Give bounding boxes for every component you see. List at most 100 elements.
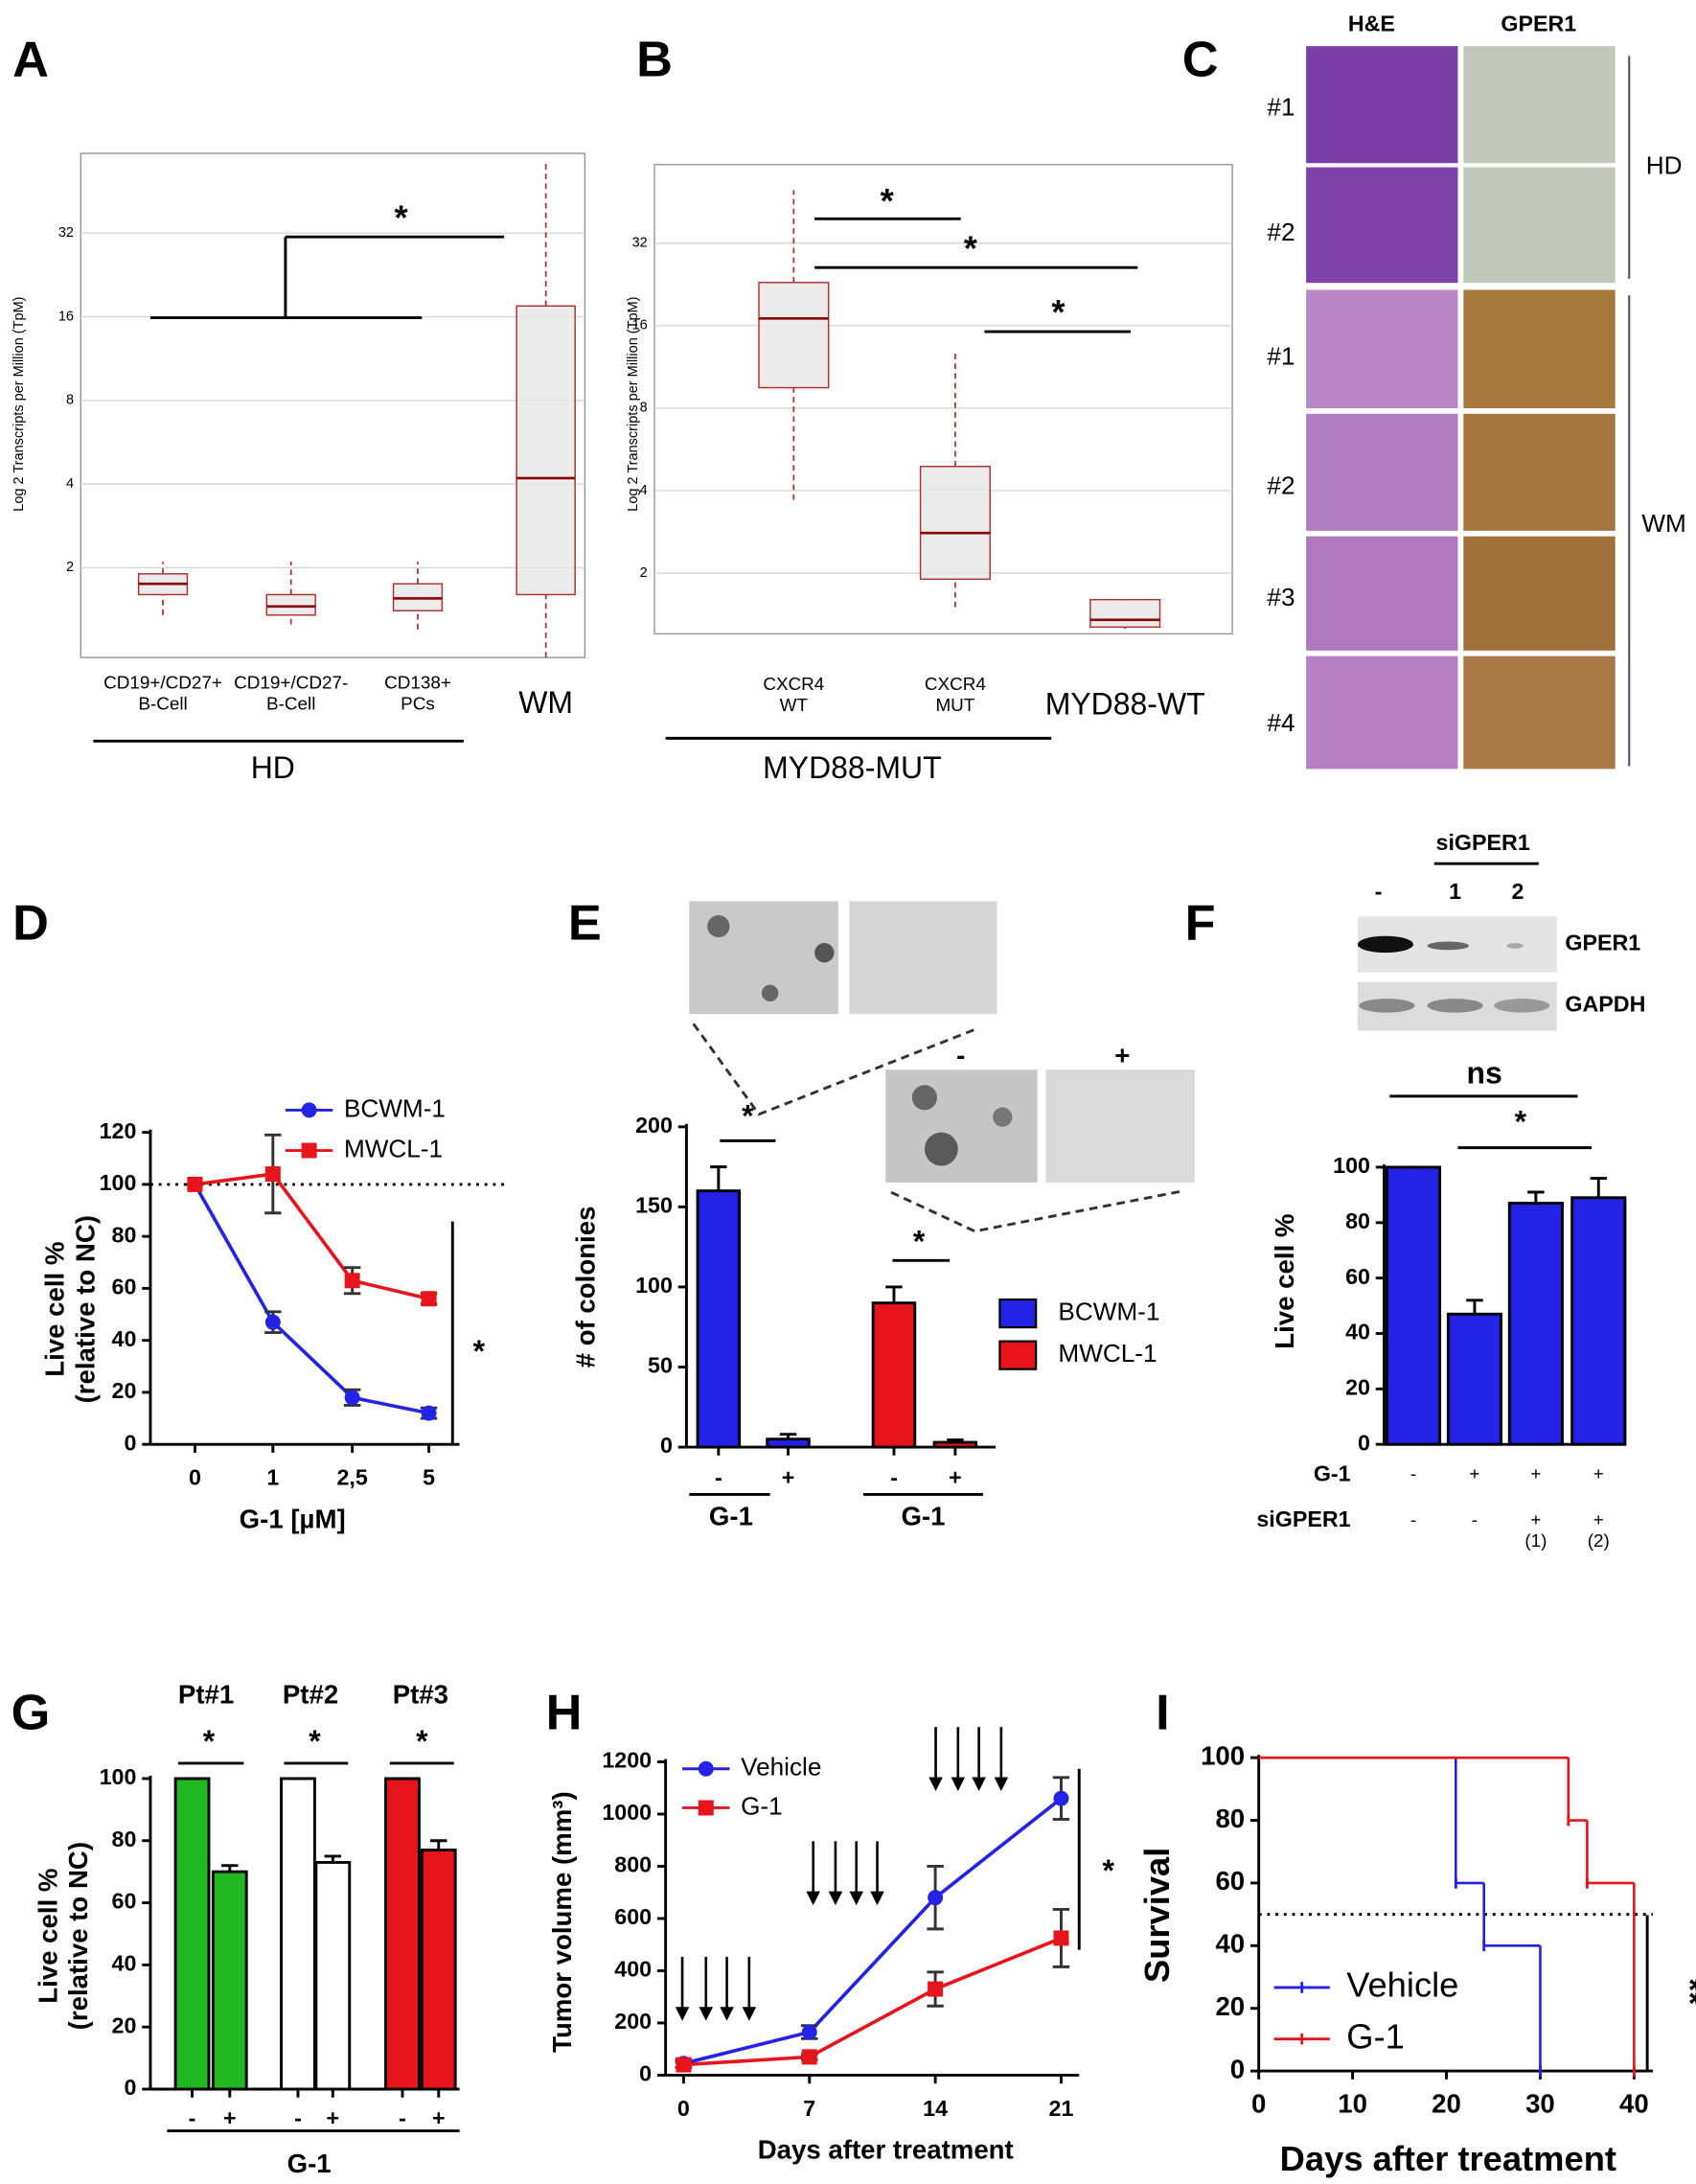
colony-image (1045, 1069, 1195, 1183)
x-tick-label: - (890, 1465, 898, 1490)
ihc-image (1463, 536, 1616, 651)
blot-band (1357, 935, 1413, 954)
he-image (1306, 46, 1458, 164)
x-tick-label: 0 (677, 2096, 690, 2121)
x-tick-label: MYD88-WT (1045, 686, 1205, 721)
x-axis-label: G-1 (287, 2149, 332, 2178)
row-value: + (1469, 1464, 1479, 1484)
x-tick-label: CD138+ PCs (384, 674, 451, 715)
group-label: Pt#2 (283, 1679, 338, 1709)
x-tick-label: - (189, 2105, 196, 2130)
colony (814, 943, 835, 963)
dose-arrowhead (675, 2007, 690, 2021)
box (1089, 598, 1161, 629)
group-label: Pt#1 (178, 1679, 234, 1709)
box (919, 466, 991, 581)
significance-label: * (1103, 1853, 1115, 1888)
y-tick-label: 60 (1345, 1264, 1370, 1289)
box (516, 305, 576, 596)
y-tick-label: 100 (100, 1764, 137, 1789)
data-point (344, 1273, 360, 1289)
significance-label: * (881, 181, 895, 220)
data-point (264, 1314, 281, 1330)
series-line (195, 1172, 430, 1301)
bar (1446, 1312, 1503, 1446)
row-value: - (1410, 1464, 1416, 1484)
zoom-line (692, 1023, 980, 1116)
y-axis-label: Live cell %(relative to NC) (34, 1842, 94, 2030)
blot-band (1506, 943, 1524, 949)
significance-label: * (742, 1099, 754, 1134)
box (758, 282, 830, 389)
y-tick-label: 50 (648, 1353, 673, 1378)
y-tick-label: 8 (66, 393, 74, 408)
panel-label: B (636, 32, 673, 87)
bar (314, 1860, 352, 2091)
group-label: G-1 (901, 1501, 945, 1530)
legend-label: MWCL-1 (1058, 1339, 1157, 1368)
he-image (1306, 413, 1458, 531)
y-tick-label: 60 (1215, 1866, 1245, 1896)
x-tick-label: + (949, 1465, 962, 1490)
legend-swatch (998, 1340, 1038, 1370)
y-tick-label: 60 (112, 1275, 137, 1299)
y-tick-label: 20 (112, 2012, 137, 2037)
column-header: GPER1 (1501, 11, 1576, 35)
y-tick-label: 16 (632, 318, 648, 333)
legend-swatch (998, 1298, 1038, 1329)
significance-label: * (473, 1334, 486, 1368)
significance-label: * (964, 228, 978, 267)
legend-label: G-1 (1346, 2016, 1405, 2056)
bar (1507, 1202, 1564, 1446)
panel-label: E (568, 895, 602, 951)
legend-label: BCWM-1 (344, 1093, 446, 1122)
y-tick-label: 80 (1215, 1804, 1245, 1833)
legend-label: G-1 (741, 1791, 783, 1820)
ihc-image (1463, 167, 1616, 284)
y-tick-label: 20 (112, 1378, 137, 1403)
x-axis-label: Days after treatment (758, 2135, 1014, 2165)
x-tick-label: 10 (1338, 2089, 1367, 2119)
legend-label: Vehicle (1346, 1966, 1458, 2005)
data-point (421, 1291, 437, 1307)
y-tick-label: 0 (124, 1430, 136, 1455)
he-image (1306, 167, 1458, 284)
y-tick-label: 8 (640, 401, 648, 416)
y-tick-label: 0 (124, 2075, 136, 2100)
row-label: siGPER1 (1256, 1506, 1350, 1531)
image-label: - (956, 1040, 965, 1069)
western-blot: siGPER1 - 1 2 GPER1 GAPDH (1357, 830, 1645, 1031)
data-point (1053, 1930, 1069, 1946)
dose-arrowhead (951, 1777, 966, 1792)
group-label: G-1 (709, 1501, 753, 1530)
y-tick-label: 800 (614, 1852, 652, 1877)
significance-label: * (1051, 292, 1066, 332)
y-tick-label: 20 (1215, 1991, 1245, 2021)
x-tick-label: WM (518, 685, 573, 720)
significance-label: ns (1466, 1055, 1501, 1090)
colony (707, 914, 730, 938)
legend-label: MWCL-1 (344, 1134, 443, 1162)
group-label: HD (251, 750, 295, 785)
he-image (1306, 289, 1458, 408)
data-point (264, 1166, 281, 1183)
data-point (801, 2024, 817, 2040)
significance-label: * (913, 1224, 926, 1258)
x-tick-label: - (399, 2105, 406, 2130)
blot-band (1427, 941, 1470, 951)
y-tick-label: 40 (1345, 1320, 1370, 1345)
x-tick-label: 0 (1251, 2089, 1266, 2119)
band-label: GPER1 (1565, 931, 1640, 955)
data-point (928, 1890, 944, 1906)
colony-image (885, 1069, 1038, 1183)
x-tick-label: CD19+/CD27+ B-Cell (103, 674, 222, 715)
y-tick-label: 4 (66, 476, 74, 492)
y-tick-label: 100 (635, 1273, 673, 1298)
x-tick-label: - (294, 2105, 302, 2130)
y-tick-label: 1200 (602, 1748, 652, 1773)
group-label: WM (1641, 509, 1685, 538)
y-tick-label: 32 (58, 225, 74, 241)
data-point (801, 2049, 817, 2065)
y-tick-label: 80 (112, 1827, 137, 1851)
